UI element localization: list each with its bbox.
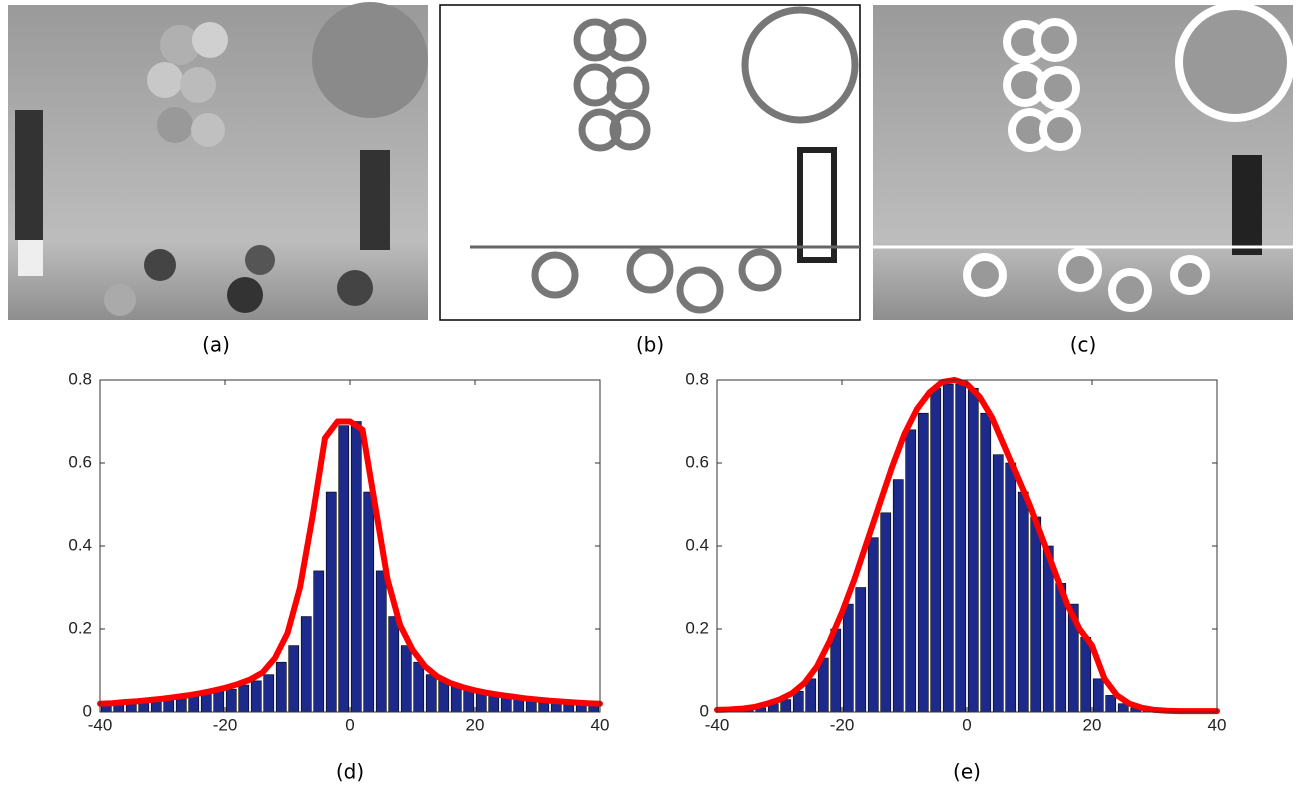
caption: (a) [202,333,230,357]
y-tick-label: 0.4 [685,535,709,554]
y-tick-label: 0.2 [685,618,709,637]
image-a [8,2,428,320]
bar [981,413,991,712]
image-c [873,5,1293,320]
x-tick-label: 40 [1208,715,1227,734]
bar [843,604,853,712]
image-b [440,5,860,320]
x-tick-label: -40 [705,715,730,734]
bar [364,492,374,712]
bar [414,662,424,712]
y-tick-label: 0.6 [685,452,709,471]
bar [956,384,966,712]
bar [389,617,399,712]
axes-box [100,380,600,712]
y-tick-label: 0.4 [68,535,92,554]
bar [276,662,286,712]
bar [856,588,866,713]
bar [376,571,386,712]
bar [239,685,249,712]
x-tick-label: 0 [345,715,354,734]
axes-box [717,380,1217,712]
y-tick-label: 0.8 [68,369,92,388]
bar [881,513,891,712]
bar [214,691,224,712]
bar [201,693,211,712]
bar [226,689,236,712]
x-tick-label: 20 [466,715,485,734]
bar [931,388,941,712]
bar [326,492,336,712]
bar [351,422,361,713]
bar [426,675,436,712]
x-tick-label: 0 [962,715,971,734]
bar [1081,637,1091,712]
bar [1106,695,1116,712]
bar [1093,679,1103,712]
caption: (e) [953,760,981,784]
bar [906,430,916,712]
x-tick-label: -40 [88,715,113,734]
bar [339,426,349,712]
bar [1006,463,1016,712]
caption: (d) [336,760,364,784]
bar [264,675,274,712]
caption: (c) [1070,333,1097,357]
bar [918,413,928,712]
bar [1031,517,1041,712]
bar [943,384,953,712]
bar [893,480,903,712]
bar [314,571,324,712]
bar [993,455,1003,712]
bar [301,617,311,712]
caption: (b) [636,333,664,357]
y-tick-label: 0.8 [685,369,709,388]
x-tick-label: -20 [830,715,855,734]
x-tick-label: 20 [1083,715,1102,734]
x-tick-label: -20 [213,715,238,734]
y-tick-label: 0.2 [68,618,92,637]
bar [1018,492,1028,712]
bar [868,538,878,712]
bar [968,388,978,712]
bar [401,646,411,712]
bar [289,646,299,712]
bar [439,681,449,712]
y-tick-label: 0.6 [68,452,92,471]
x-tick-label: 40 [591,715,610,734]
bar [251,681,261,712]
